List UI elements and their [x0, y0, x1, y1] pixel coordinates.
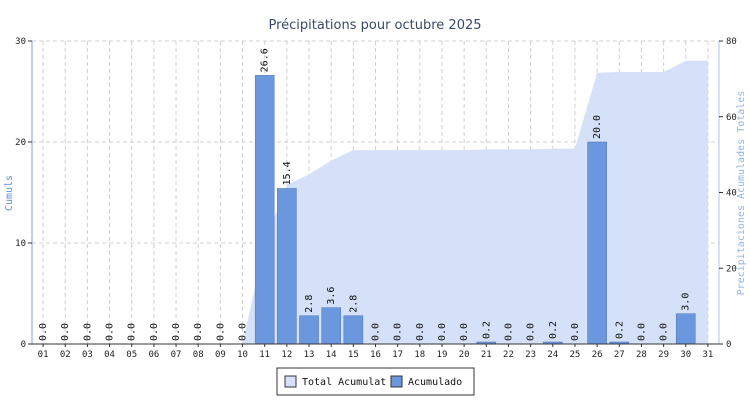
data-label: 0.0: [437, 323, 448, 341]
x-tick-label: 09: [215, 350, 226, 360]
x-tick-label: 18: [414, 350, 425, 360]
data-label: 20.0: [592, 115, 603, 139]
y-axis-left-label: Cumuls: [4, 175, 15, 211]
data-label: 0.0: [659, 323, 670, 341]
data-label: 0.0: [82, 323, 93, 341]
bar: [321, 307, 341, 345]
x-tick-label: 28: [636, 350, 647, 360]
x-tick-label: 02: [60, 350, 71, 360]
y-tick-label-right: 40: [726, 189, 737, 199]
x-tick-label: 15: [348, 350, 359, 360]
x-tick-label: 19: [437, 350, 448, 360]
data-label: 0.0: [105, 323, 116, 341]
x-tick-label: 14: [326, 350, 337, 360]
cumulative-area-layer: [43, 60, 708, 344]
x-tick-label: 21: [481, 350, 492, 360]
x-tick-label: 08: [193, 350, 204, 360]
bar: [277, 188, 297, 345]
x-tick-label: 13: [304, 350, 315, 360]
x-tick-label: 04: [104, 350, 115, 360]
legend-label-total: Total Acumulat: [302, 377, 386, 388]
data-label: 3.6: [326, 287, 337, 305]
data-label: 0.0: [459, 323, 470, 341]
data-label: 0.0: [570, 323, 581, 341]
x-tick-label: 20: [459, 350, 470, 360]
legend-swatch-total: [284, 375, 297, 388]
axes: 0 10 20 30 0 20 40 60 80 01 02 03 04 05 06 07 08 09 10 11 12…: [15, 37, 737, 360]
y-tick-label-left: 20: [15, 138, 26, 148]
x-tick-label: 05: [126, 350, 137, 360]
x-tick-label: 01: [38, 350, 49, 360]
data-label: 0.0: [393, 323, 404, 341]
bar-layer: [254, 75, 696, 345]
data-label: 2.8: [304, 295, 315, 313]
data-label: 2.8: [348, 295, 359, 313]
legend-swatch-accumulado: [390, 375, 403, 388]
x-tick-label: 26: [592, 350, 603, 360]
y-tick-label-left: 0: [21, 340, 26, 350]
x-tick-label: 29: [658, 350, 669, 360]
y-tick-label-right: 80: [726, 37, 737, 47]
x-tick-label: 31: [702, 350, 713, 360]
data-label: 0.2: [481, 321, 492, 339]
x-tick-label: 11: [259, 350, 270, 360]
bar: [587, 141, 607, 345]
x-tick-label: 22: [503, 350, 514, 360]
bar: [343, 315, 364, 345]
x-tick-label: 16: [370, 350, 381, 360]
data-label: 0.0: [636, 323, 647, 341]
data-label: 0.0: [171, 323, 182, 341]
x-tick-label: 17: [392, 350, 403, 360]
data-label: 0.0: [503, 323, 514, 341]
data-label: 3.0: [681, 293, 692, 311]
x-tick-label: 23: [525, 350, 536, 360]
x-tick-label: 25: [570, 350, 581, 360]
data-label: 0.0: [415, 323, 426, 341]
legend-label-accumulado: Acumulado: [408, 377, 462, 388]
data-label: 0.0: [526, 323, 537, 341]
x-tick-label: 12: [281, 350, 292, 360]
legend-box: [276, 367, 475, 396]
bar: [299, 315, 319, 345]
x-tick-label: 30: [680, 350, 691, 360]
data-label: 0.0: [371, 323, 382, 341]
data-label: 0.2: [614, 321, 625, 339]
data-label: 0.0: [38, 323, 49, 341]
data-labels-layer: 0.0 0.0 0.0 0.0 0.0 0.0 0.0 0.0 0.0 0.0 26.6 15.4 2.…: [38, 48, 692, 341]
legend: Total Acumulat Acumulado: [276, 367, 475, 396]
x-tick-label: 03: [82, 350, 93, 360]
y-tick-label-left: 10: [15, 239, 26, 249]
data-label: 0.2: [548, 321, 559, 339]
y-tick-label-right: 20: [726, 264, 737, 274]
y-tick-label-right: 0: [726, 340, 731, 350]
bar: [254, 75, 275, 345]
x-tick-label: 06: [148, 350, 159, 360]
x-tick-label: 24: [547, 350, 558, 360]
y-axis-right-label: Precipitaciones Acumulades Totales: [736, 91, 747, 296]
cumulative-area: [43, 60, 708, 344]
data-label: 0.0: [238, 323, 249, 341]
data-label: 0.0: [60, 323, 71, 341]
x-tick-label: 10: [237, 350, 248, 360]
bar: [675, 313, 696, 345]
chart-title: Précipitations pour octubre 2025: [268, 18, 481, 33]
y-tick-label-left: 30: [15, 37, 26, 47]
x-tick-label: 07: [171, 350, 182, 360]
y-tick-label-right: 60: [726, 113, 737, 123]
data-label: 0.0: [127, 323, 138, 341]
data-label: 0.0: [149, 323, 160, 341]
x-tick-label: 27: [614, 350, 625, 360]
data-label: 0.0: [215, 323, 226, 341]
data-label: 0.0: [193, 323, 204, 341]
data-label: 15.4: [282, 161, 293, 185]
data-label: 26.6: [260, 48, 271, 72]
